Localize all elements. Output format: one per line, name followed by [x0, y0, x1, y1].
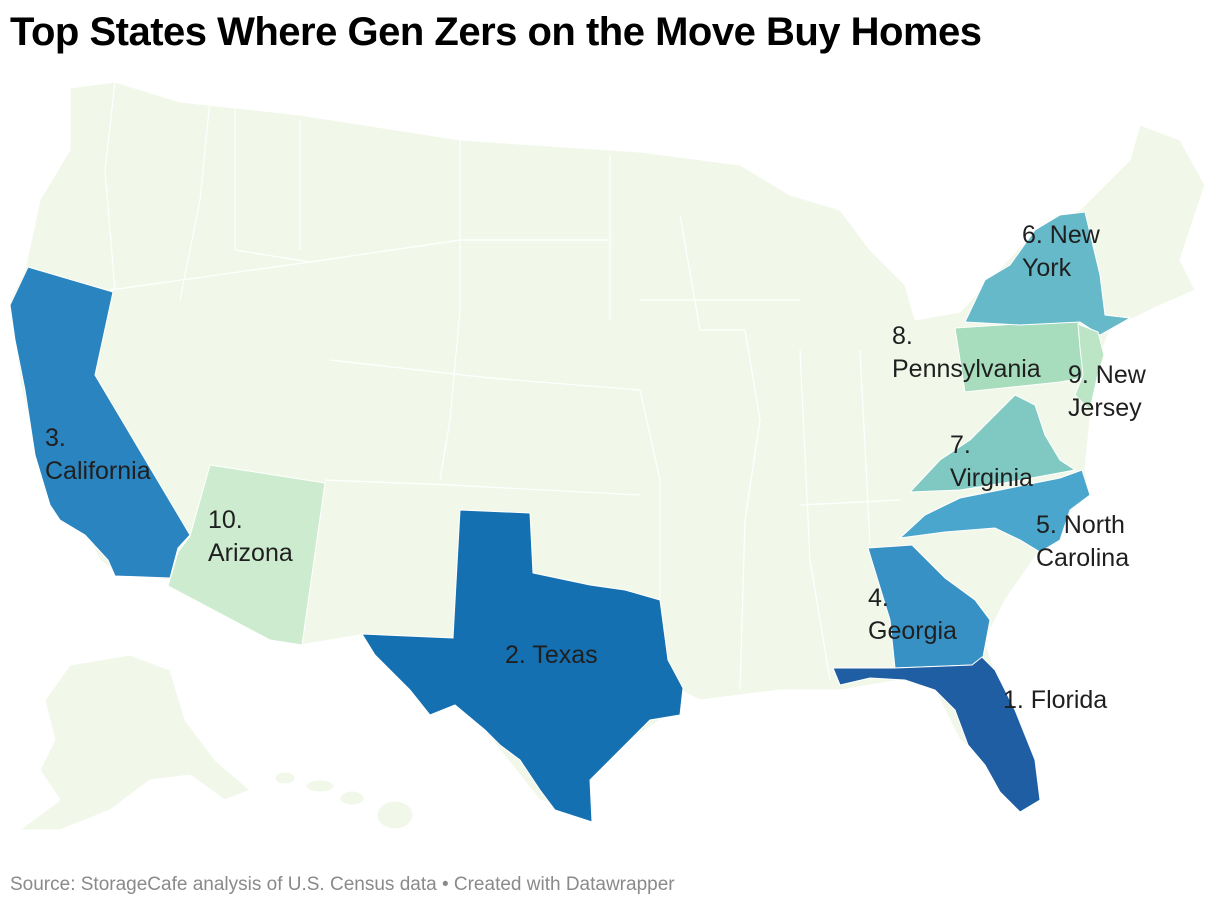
state-north-carolina — [898, 469, 1091, 553]
state-california — [9, 266, 191, 579]
us-choropleth-map: 1. Florida 2. Texas 3. California 4. Geo… — [9, 81, 1206, 831]
label-north-carolina: 5. North Carolina — [1036, 511, 1132, 572]
state-labels: 1. Florida 2. Texas 3. California 4. Geo… — [45, 221, 1153, 714]
label-new-york: 6. New York — [1022, 221, 1107, 282]
alaska — [18, 654, 251, 831]
state-texas — [361, 509, 684, 823]
hawaii — [274, 771, 414, 830]
state-georgia — [867, 544, 991, 669]
chart-title: Top States Where Gen Zers on the Move Bu… — [10, 10, 982, 54]
state-borders — [104, 81, 901, 691]
label-pennsylvania: 8. Pennsylvania — [892, 322, 1041, 383]
label-florida: 1. Florida — [1003, 686, 1107, 714]
state-virginia — [908, 394, 1077, 493]
label-california: 3. California — [45, 424, 151, 485]
label-georgia: 4. Georgia — [868, 584, 957, 645]
state-new-york — [964, 211, 1132, 336]
label-arizona: 10. Arizona — [208, 506, 293, 567]
label-new-jersey: 9. New Jersey — [1068, 361, 1153, 422]
label-virginia: 7. Virginia — [950, 431, 1033, 492]
state-new-jersey — [1074, 323, 1105, 412]
label-texas: 2. Texas — [505, 641, 598, 669]
state-arizona — [167, 464, 326, 646]
state-florida — [832, 656, 1041, 813]
source-note: Source: StorageCafe analysis of U.S. Cen… — [10, 874, 675, 895]
